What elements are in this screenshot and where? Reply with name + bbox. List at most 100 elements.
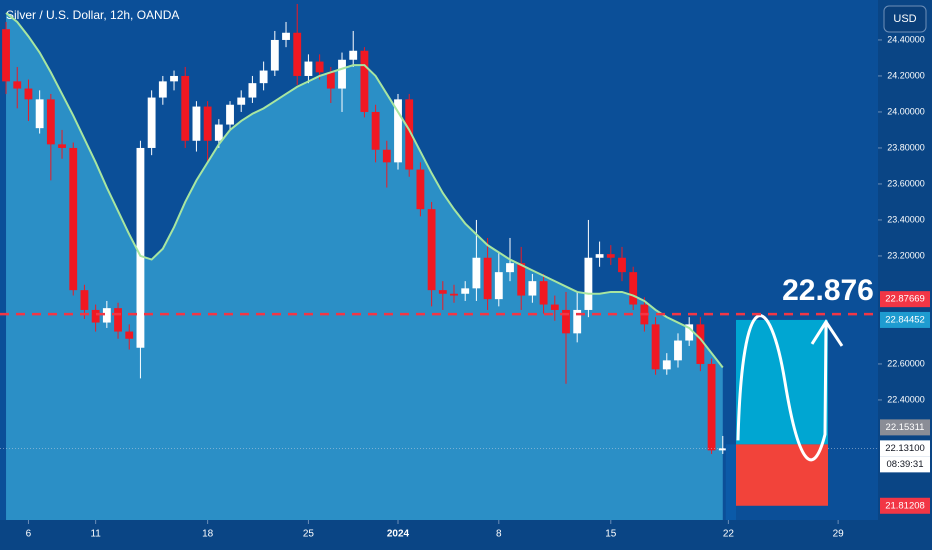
- candle-body: [405, 99, 414, 170]
- candle-body: [427, 209, 436, 291]
- candle-body: [517, 263, 526, 296]
- y-tick-label: 24.40000: [887, 34, 925, 44]
- candle-body: [293, 32, 302, 76]
- candle-body: [562, 309, 570, 334]
- price-tag-label: 22.13100: [885, 443, 925, 454]
- price-tag: [880, 419, 930, 436]
- candle-body: [237, 97, 246, 105]
- candle-body: [483, 257, 492, 300]
- price-tag-label: 22.84452: [885, 314, 925, 325]
- candle-body: [416, 169, 425, 210]
- price-tag: [880, 291, 930, 308]
- y-tick-label: 23.20000: [887, 250, 925, 260]
- currency-label[interactable]: USD: [893, 13, 916, 25]
- currency-button-box[interactable]: [883, 5, 927, 33]
- candle-body: [371, 111, 380, 150]
- candle-body: [46, 99, 55, 145]
- position-stop: [736, 444, 828, 506]
- candle-body: [696, 324, 705, 364]
- candle-body: [528, 281, 537, 296]
- candle-body: [69, 147, 78, 291]
- ma-area: [6, 12, 723, 520]
- candle-body: [494, 272, 503, 300]
- x-tick-label: 29: [833, 529, 845, 540]
- y-tick-label: 23.80000: [887, 142, 925, 152]
- candle-body: [674, 340, 682, 361]
- x-tick-label: 8: [496, 529, 502, 540]
- candle-body: [315, 61, 324, 73]
- candle-body: [506, 263, 514, 273]
- candle-body: [24, 88, 33, 100]
- x-tick-label: 18: [202, 529, 214, 540]
- candle-body: [382, 149, 391, 163]
- y-tick-label: 22.60000: [887, 358, 925, 368]
- candle-body: [203, 106, 212, 141]
- candle-body: [629, 272, 638, 305]
- candle-body: [662, 360, 671, 370]
- future-area: [725, 444, 736, 520]
- candle-body: [438, 290, 447, 294]
- ma-line: [5, 12, 724, 369]
- candle-body: [584, 257, 593, 310]
- y-tick-label: 23.40000: [887, 214, 925, 224]
- plot-area: [6, 12, 723, 520]
- target-annotation: 22.876: [782, 274, 874, 307]
- candle-body: [282, 32, 290, 40]
- candle-body: [259, 70, 268, 84]
- candle-body: [595, 254, 604, 258]
- countdown: 08:39:31: [887, 459, 924, 470]
- x-tick-label: 15: [605, 529, 617, 540]
- candle-body: [214, 124, 223, 141]
- candle-body: [114, 308, 122, 332]
- candle-body: [170, 75, 178, 82]
- chart-title: Silver / U.S. Dollar, 12h, OANDA: [6, 8, 179, 22]
- price-tag-label: 21.81208: [885, 500, 925, 511]
- price-tag: [880, 497, 930, 514]
- price-tag: [880, 311, 930, 328]
- y-tick-label: 24.00000: [887, 106, 925, 116]
- candle-body: [147, 97, 156, 148]
- x-tick-label: 22: [723, 529, 735, 540]
- candle-body: [349, 50, 358, 60]
- candle-body: [125, 331, 134, 339]
- y-tick-label: 24.20000: [887, 70, 925, 80]
- price-tag: [880, 440, 930, 457]
- time-axis: [0, 520, 878, 550]
- y-tick-label: 22.40000: [887, 394, 925, 404]
- candle-body: [181, 75, 190, 141]
- candle-body: [718, 448, 727, 451]
- projection-curve: [736, 314, 828, 462]
- candle-body: [91, 309, 100, 323]
- candle-body: [158, 81, 167, 98]
- candle-body: [136, 147, 145, 348]
- candle-body: [102, 308, 111, 323]
- y-tick-label: 23.60000: [887, 178, 925, 188]
- candle-body: [606, 254, 615, 258]
- candle-body: [573, 309, 582, 334]
- candle-body: [618, 257, 626, 273]
- candle-body: [58, 144, 66, 148]
- price-tag-label: 22.87669: [885, 294, 925, 305]
- candle-body: [326, 72, 335, 89]
- candle-body: [707, 363, 716, 451]
- candle-body: [338, 59, 346, 89]
- candle-body: [2, 29, 10, 82]
- candle-body: [550, 304, 559, 310]
- candle-body: [394, 99, 402, 163]
- x-tick-label: 6: [26, 529, 32, 540]
- candle-body: [685, 324, 694, 341]
- candle-body: [539, 281, 548, 305]
- projection-arrow: [810, 319, 844, 347]
- candle-body: [35, 99, 44, 129]
- candle-body: [226, 104, 234, 125]
- candle-body: [651, 324, 660, 370]
- candle-body: [461, 288, 470, 294]
- candle-body: [192, 106, 201, 141]
- candle-body: [80, 290, 89, 310]
- candle-body: [13, 81, 22, 89]
- currency-button[interactable]: USD: [883, 5, 927, 33]
- x-tick-label: 2024: [387, 529, 410, 540]
- candle-body: [360, 50, 369, 112]
- x-tick-label: 25: [303, 529, 315, 540]
